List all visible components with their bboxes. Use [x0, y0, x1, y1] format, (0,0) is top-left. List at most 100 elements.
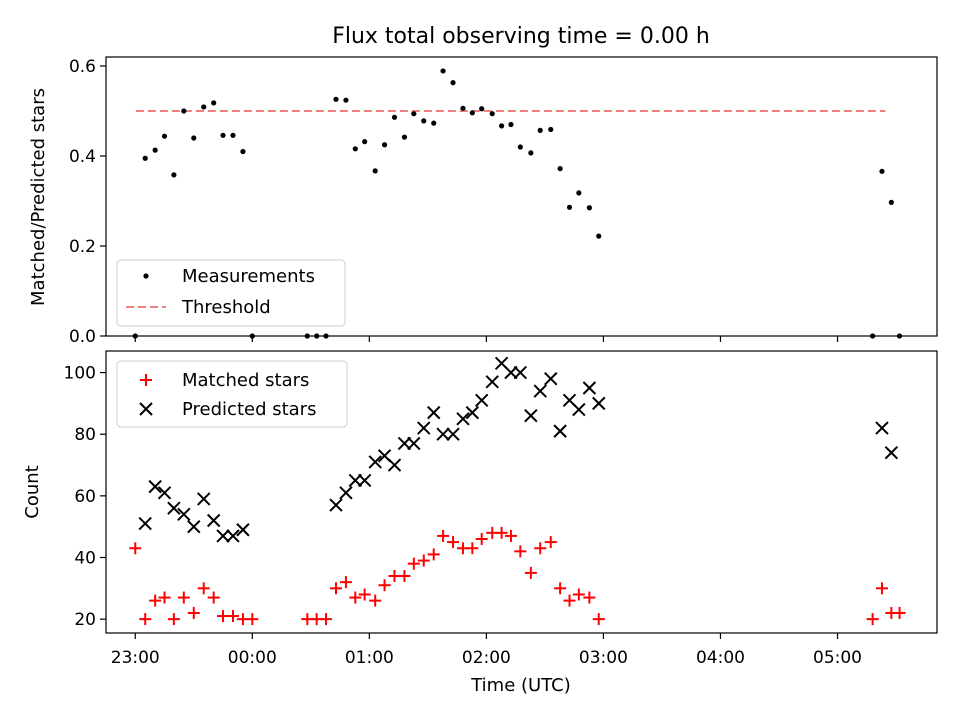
measurement-point: [152, 147, 158, 153]
x-tick-label: 02:00: [462, 648, 511, 668]
measurement-point: [411, 111, 417, 117]
predicted-stars-point: [533, 384, 547, 398]
matched-stars-point: [524, 566, 537, 579]
matched-stars-point: [534, 542, 547, 555]
predicted-stars-point: [148, 479, 162, 494]
x-tick-label: 01:00: [345, 648, 394, 668]
measurement-point: [431, 120, 437, 126]
matched-stars-point: [866, 613, 879, 626]
measurement-point: [508, 121, 514, 128]
measurement-point: [566, 204, 573, 210]
top-axes-frame: [105, 56, 938, 337]
x-tick-label: 23:00: [111, 648, 160, 668]
predicted-stars-point: [226, 529, 240, 543]
measurement-point: [469, 110, 475, 116]
predicted-stars-point: [417, 421, 431, 435]
bottom-y-axis-label: Count: [22, 465, 43, 518]
matched-stars-point: [475, 533, 488, 545]
matched-stars-point: [417, 554, 430, 567]
measurement-point: [391, 114, 398, 120]
predicted-stars-point: [177, 507, 191, 522]
measurement-point: [489, 111, 495, 117]
measurement-point: [372, 168, 378, 174]
top-y-tick-label: 0.0: [69, 327, 96, 347]
x-tick-label: 04:00: [696, 648, 745, 668]
x-tick-label: 00:00: [228, 648, 277, 668]
matched-stars-point: [246, 613, 259, 626]
matched-stars-point: [398, 569, 411, 582]
matched-stars-point: [875, 582, 888, 595]
predicted-stars-point: [544, 372, 558, 386]
predicted-stars-point: [357, 473, 372, 488]
predicted-stars-point: [485, 375, 499, 389]
predicted-stars-point: [553, 424, 567, 438]
matched-stars-point: [495, 526, 508, 539]
bottom-y-tick-label: 100: [64, 364, 96, 384]
bottom-plot: 20 40 60 80 100 23:00 00:00 01:00 02:00 03:00 04:…: [22, 350, 938, 696]
matched-stars-point: [358, 588, 371, 601]
predicted-stars-point: [187, 519, 201, 534]
matched-stars-point: [407, 557, 420, 570]
bottom-y-tick-label: 40: [74, 548, 96, 568]
predicted-stars-point: [368, 455, 382, 469]
x-tick-label: 05:00: [813, 648, 862, 668]
matched-stars-point: [149, 594, 162, 607]
measurement-point: [440, 68, 446, 74]
measurement-point: [240, 148, 246, 155]
predicted-stars-point: [407, 436, 421, 451]
predicted-stars-point: [582, 381, 597, 395]
predicted-stars-point: [339, 486, 353, 500]
bottom-axes-frame: [105, 350, 938, 634]
measurement-point: [537, 127, 543, 133]
predicted-stars-point: [329, 498, 343, 512]
predicted-stars-point: [216, 529, 230, 543]
predicted-stars-point: [572, 402, 586, 417]
matched-stars-point: [544, 536, 557, 549]
predicted-stars-point: [513, 365, 528, 380]
matched-stars-point: [554, 582, 567, 595]
matched-stars-point: [583, 591, 596, 604]
top-plot: 0.0 0.2 0.4 0.6 Matched/Predicted stars Mea…: [28, 56, 938, 347]
matched-stars-point: [339, 576, 352, 589]
predicted-stars-point: [157, 486, 172, 500]
matched-stars-point: [369, 594, 382, 607]
matched-stars-point: [197, 582, 210, 595]
measurement-point: [220, 132, 226, 138]
measurement-point: [548, 126, 554, 133]
predicted-stars-point: [167, 501, 181, 515]
matched-stars-point: [447, 536, 460, 549]
legend-measurements-marker: [143, 273, 149, 279]
legend-matched-label: Matched stars: [182, 370, 309, 391]
measurement-point: [460, 105, 466, 111]
measurement-point: [181, 108, 187, 114]
matched-stars-point: [177, 591, 190, 604]
predicted-stars-point: [465, 405, 480, 420]
measurement-point: [191, 135, 197, 141]
measurement-point: [450, 80, 456, 86]
top-y-axis-label: Matched/Predicted stars: [28, 88, 49, 306]
measurement-point: [401, 134, 408, 140]
top-y-tick-label: 0.2: [69, 237, 96, 257]
legend-threshold-label: Threshold: [181, 297, 271, 318]
legend-matched-marker: [140, 374, 152, 386]
bottom-legend: Matched stars Predicted stars: [116, 360, 348, 428]
predicted-stars-point: [387, 458, 402, 472]
matched-stars-point: [226, 610, 239, 623]
measurement-point: [362, 139, 368, 145]
measurement-point: [211, 100, 217, 106]
measurement-point: [517, 144, 523, 150]
top-legend: Measurements Threshold: [116, 259, 346, 327]
matched-stars-point: [592, 613, 605, 626]
measurement-point: [333, 96, 339, 102]
predicted-stars-point: [884, 445, 899, 460]
bottom-y-tick-label: 60: [74, 487, 96, 507]
matched-stars-point: [563, 594, 576, 607]
measurement-point: [230, 132, 236, 138]
matched-stars-point: [139, 613, 152, 626]
predicted-stars-point: [875, 421, 889, 435]
bottom-y-tick-label: 80: [74, 425, 96, 445]
predicted-stars-point: [236, 523, 250, 537]
matched-stars-point: [329, 582, 342, 595]
measurement-point: [201, 104, 207, 110]
